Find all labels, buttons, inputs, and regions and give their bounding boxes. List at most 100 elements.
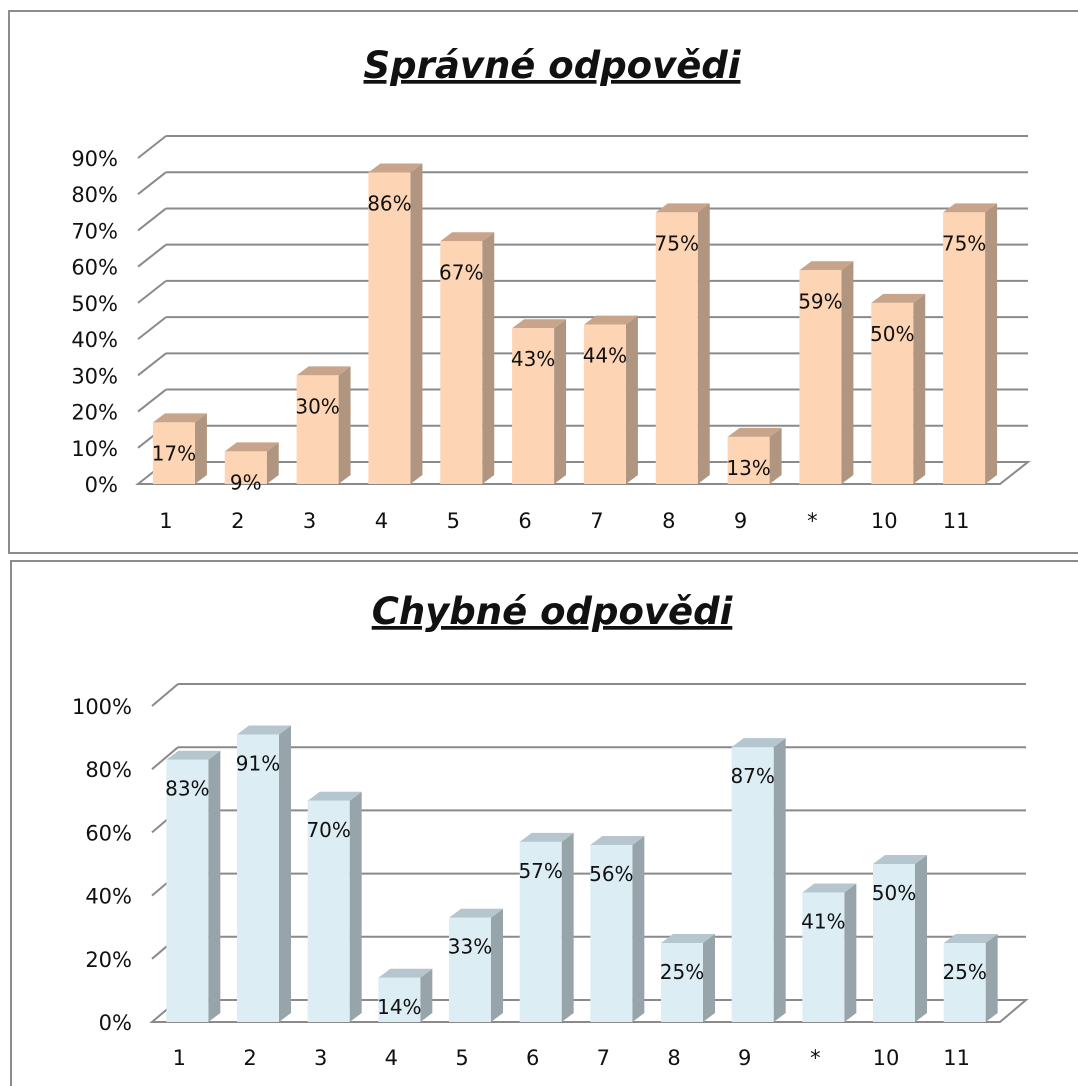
bar-side (410, 163, 423, 484)
data-label: 25% (942, 960, 986, 984)
bar-top (378, 968, 433, 978)
bar-side (279, 725, 291, 1022)
data-label: 43% (511, 347, 555, 371)
bar-7 (590, 836, 645, 1022)
data-label: 75% (655, 231, 699, 255)
data-label: 50% (870, 322, 914, 346)
data-label: 83% (165, 777, 209, 801)
y-tick-label: 20% (71, 401, 118, 425)
bar-side (420, 968, 433, 1022)
x-tick-label: 5 (455, 1046, 468, 1070)
bar-front (237, 734, 279, 1022)
bar-front (873, 864, 915, 1022)
x-tick-label: 10 (873, 1046, 900, 1070)
bar-top (871, 293, 926, 303)
bar-front (943, 212, 986, 485)
data-label: 87% (730, 764, 774, 788)
bar-11 (943, 934, 998, 1022)
bar-top (152, 413, 207, 423)
data-label: 75% (942, 231, 986, 255)
x-tick-label: 11 (943, 1046, 970, 1070)
bar-top (368, 163, 423, 173)
y-tick-label: 100% (72, 695, 132, 719)
bar-top (590, 836, 645, 846)
bar-2 (224, 442, 279, 484)
y-tick-label: 20% (85, 948, 132, 972)
y-tick-label: 30% (71, 364, 118, 388)
data-label: 30% (295, 394, 339, 418)
bar-front (655, 212, 698, 485)
bar-top (873, 855, 927, 864)
data-label: 70% (306, 818, 350, 842)
bar-side (632, 836, 645, 1022)
data-label: 86% (367, 191, 411, 215)
bar-front (152, 422, 195, 484)
bar-side (703, 934, 715, 1022)
bar-top (449, 908, 503, 918)
bar-1 (152, 413, 207, 484)
bar-front (449, 917, 491, 1022)
chart-title: Správné odpovědi (364, 44, 742, 87)
bar-8 (655, 203, 710, 485)
y-tick-label: 70% (71, 219, 118, 243)
bar-top (166, 750, 221, 760)
x-tick-label: * (807, 509, 818, 533)
gridline-back-wall (151, 746, 179, 770)
y-tick-label: 80% (71, 183, 118, 207)
bar-side (844, 883, 857, 1022)
x-tick-label: 9 (734, 509, 747, 533)
bar-side (338, 366, 351, 484)
gridline-back-wall (137, 243, 167, 268)
bar-* (799, 261, 854, 484)
x-tick-label: 6 (518, 509, 531, 533)
bar-front (727, 436, 770, 484)
bar-top (519, 832, 574, 842)
bar-top (943, 934, 998, 943)
data-label: 25% (660, 960, 704, 984)
data-label: 67% (439, 260, 483, 284)
x-tick-label: 3 (314, 1046, 327, 1070)
bar-5 (449, 908, 503, 1022)
bar-top (731, 738, 786, 748)
x-tick-label: 8 (662, 509, 675, 533)
gridline-back-wall (137, 388, 167, 413)
bar-3 (296, 366, 351, 484)
bar-top (512, 319, 567, 329)
bar-front (296, 375, 339, 484)
bar-side (194, 413, 207, 484)
bar-front (378, 977, 421, 1022)
bar-top (655, 203, 710, 213)
bar-side (913, 293, 926, 484)
chart-correct-answers: Správné odpovědi 0% 10% 20% 30% 40% 50% 60% 70% 8… (71, 44, 1031, 533)
x-tick-label: 4 (375, 509, 388, 533)
bar-1 (166, 750, 221, 1022)
bar-side (208, 750, 221, 1022)
x-tick-label: 7 (590, 509, 603, 533)
y-tick-label: 40% (71, 328, 118, 352)
gridline-back-wall (137, 280, 167, 304)
x-tick-label: 8 (667, 1046, 680, 1070)
data-label: 56% (589, 862, 633, 886)
bar-top (661, 934, 715, 943)
data-label: 91% (236, 751, 280, 775)
bar-2 (237, 725, 291, 1022)
data-label: 41% (801, 909, 845, 933)
bar-front (307, 800, 350, 1022)
bar-top (799, 261, 854, 271)
bar-front (871, 302, 914, 484)
bar-4 (378, 968, 433, 1022)
chart-panel-wrong-answers: Chybné odpovědi 0% 20% 40% 60% 80% 100% 83% 1 91%… (10, 560, 1078, 1086)
x-tick-label: 6 (526, 1046, 539, 1070)
bar-top (802, 883, 857, 893)
bar-7 (583, 315, 638, 484)
data-label: 9% (230, 470, 262, 494)
y-tick-label: 60% (85, 821, 132, 845)
data-label: 14% (377, 995, 421, 1019)
x-tick-label: 9 (738, 1046, 751, 1070)
bar-side (561, 832, 574, 1022)
bar-side (769, 427, 782, 484)
bar-11 (943, 203, 998, 485)
bar-top (727, 427, 782, 437)
bar-front (799, 270, 842, 484)
y-tick-label: 50% (71, 292, 118, 316)
